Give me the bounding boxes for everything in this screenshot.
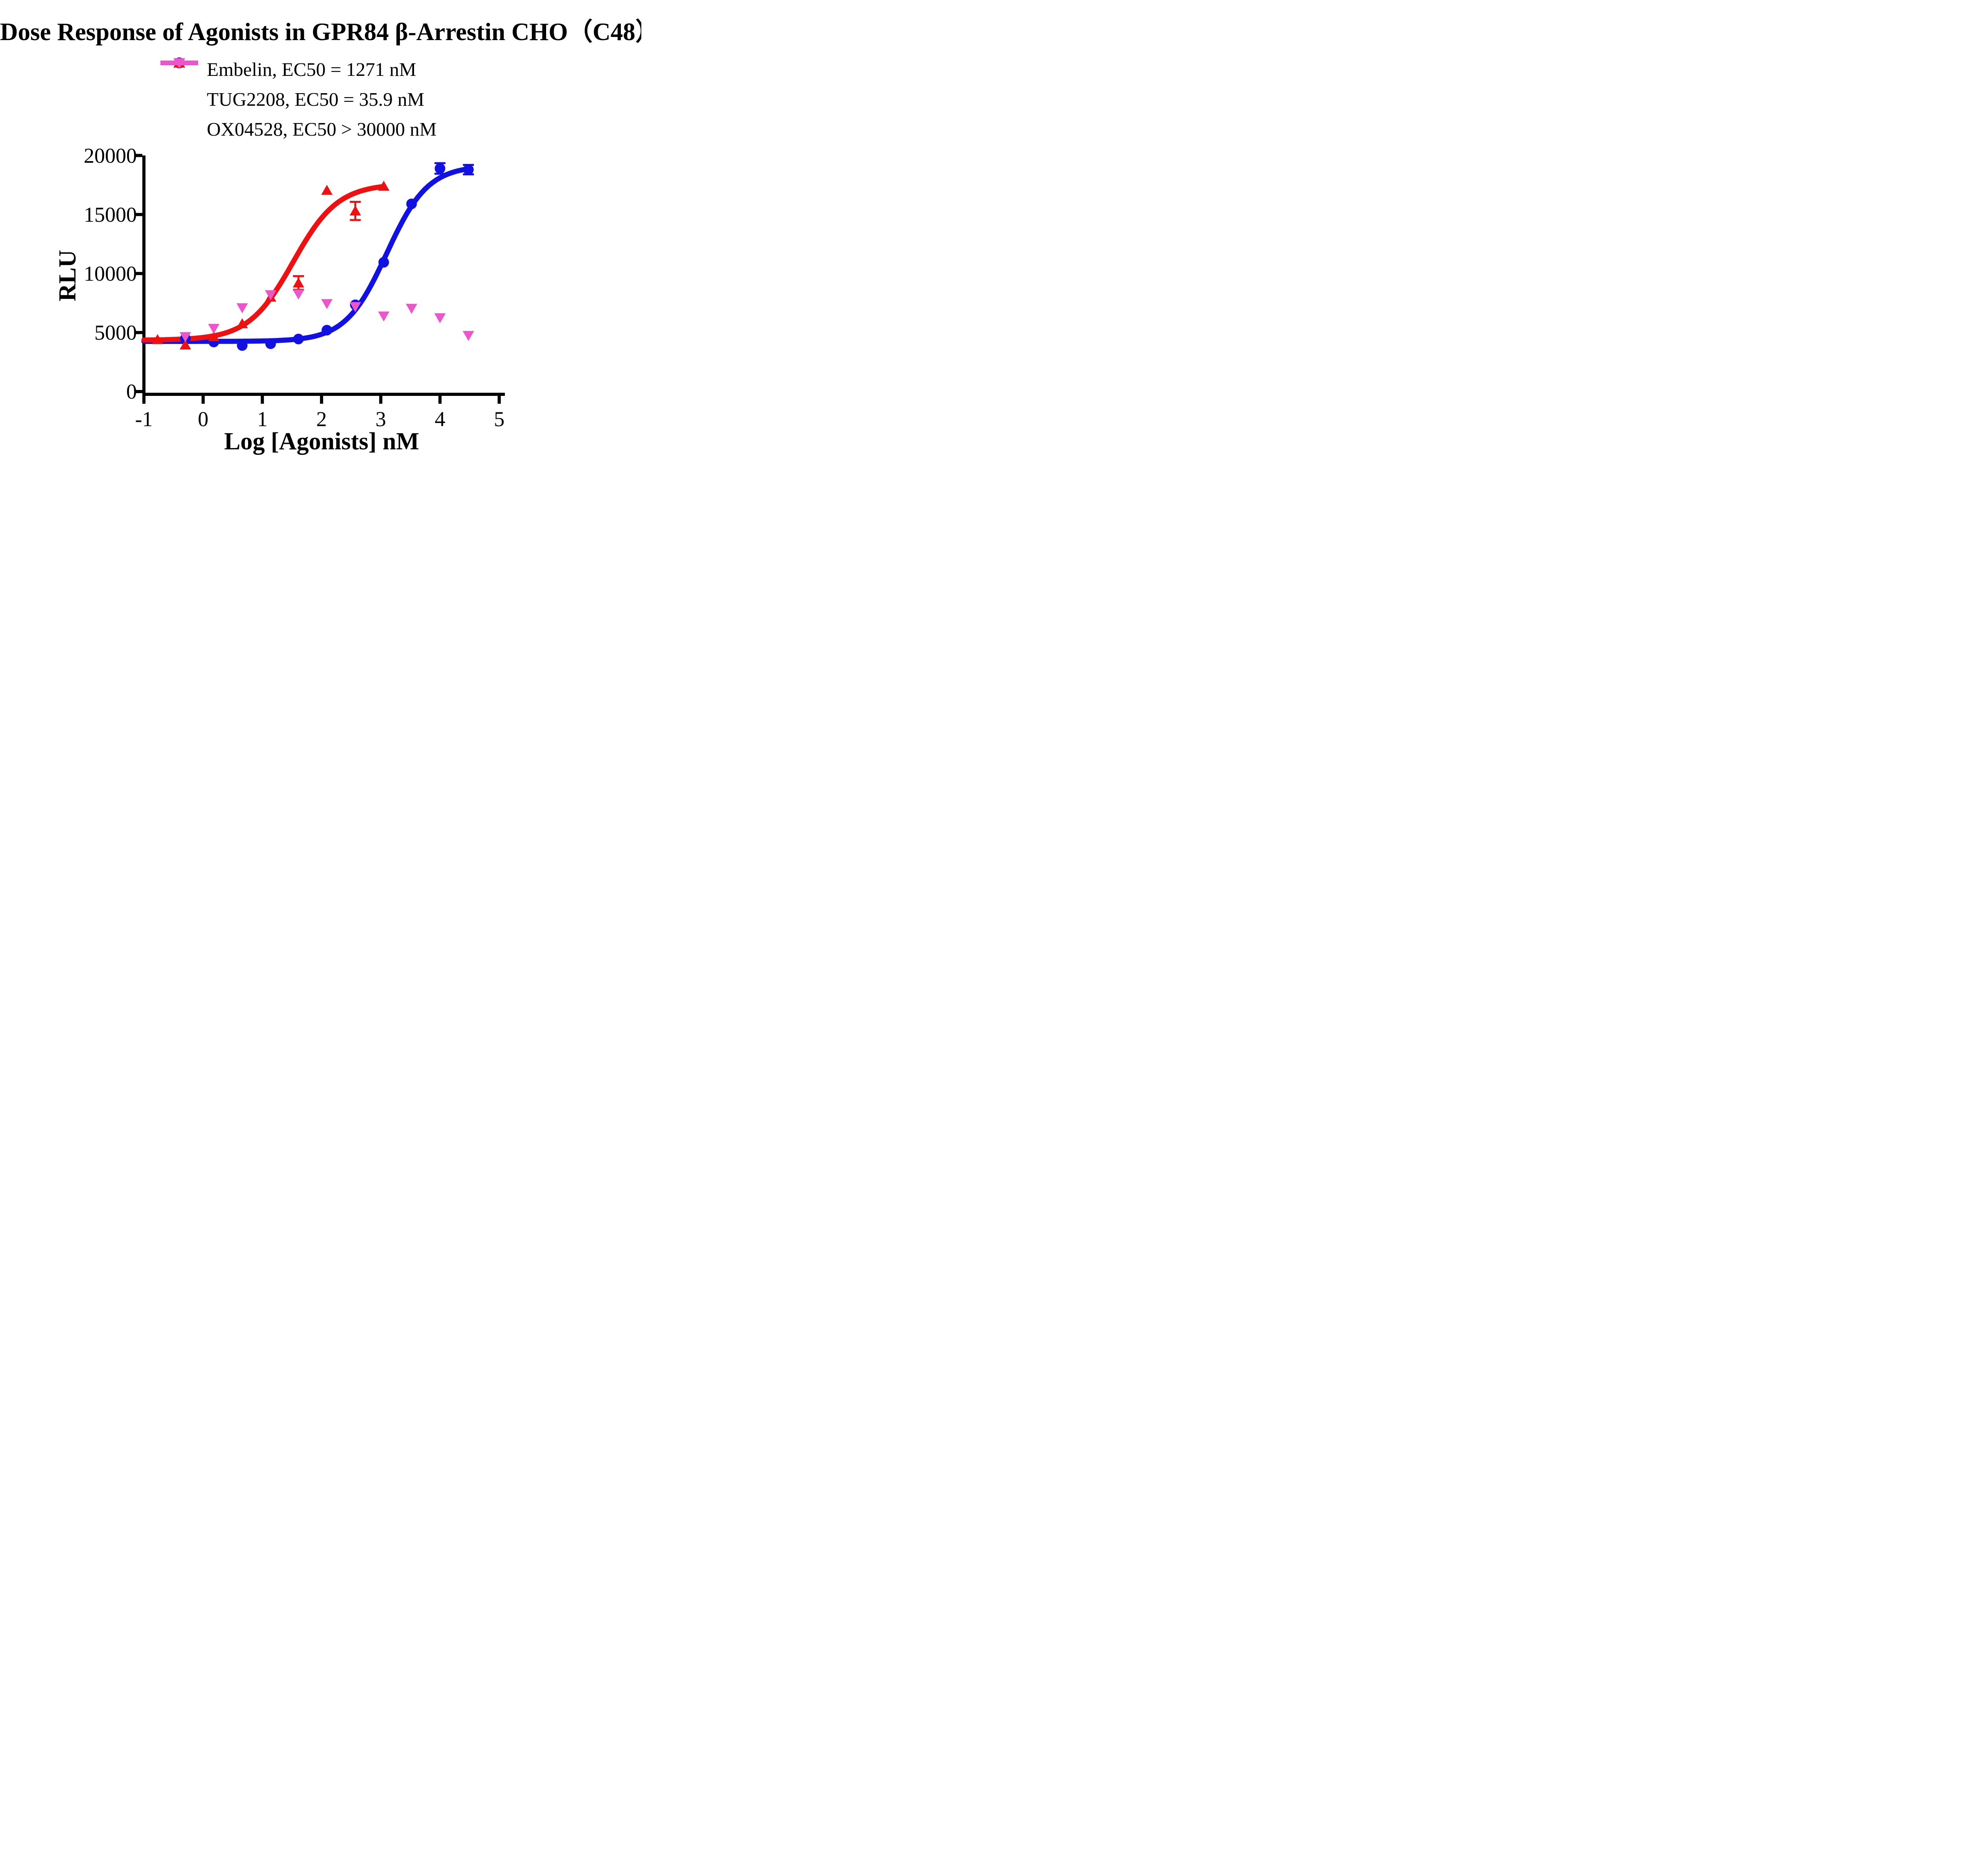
embelin-point: [293, 333, 304, 344]
x-tick-label: 4: [434, 407, 445, 431]
x-tick-label: 2: [316, 407, 327, 431]
legend-item-tug2208: TUG2208, EC50 = 35.9 nM: [160, 57, 436, 114]
ox04528-point: [321, 299, 333, 309]
embelin-point: [321, 325, 332, 336]
legend-item-ox04528: OX04528, EC50 > 30000 nM: [160, 58, 437, 144]
y-tick-label: 0: [126, 380, 137, 403]
embelin-point: [406, 199, 417, 210]
tug2208-point: [321, 185, 333, 195]
tug2208-point: [378, 180, 390, 191]
x-tick-label: 0: [198, 407, 209, 431]
tug2208-point: [236, 318, 248, 328]
y-tick-label: 10000: [84, 261, 137, 285]
embelin-point: [237, 340, 248, 351]
embelin-point: [265, 338, 276, 349]
x-tick-label: 1: [257, 407, 268, 431]
legend: Embelin, EC50 = 1271 nM TUG2208, EC50 = …: [160, 54, 436, 144]
ox04528-point: [378, 311, 390, 322]
dose-response-chart: Dose Response of Agonists in GPR84 β-Arr…: [0, 0, 641, 469]
y-tick-label: 5000: [94, 320, 137, 344]
ox04528-point: [350, 302, 361, 312]
ox04528-point: [265, 290, 276, 300]
ox04528-point: [293, 289, 304, 300]
embelin-point: [378, 257, 389, 268]
x-axis-title: Log [Agonists] nM: [224, 428, 420, 455]
plot-area: [135, 154, 505, 404]
embelin-curve: [141, 166, 471, 344]
tug2208-point: [179, 339, 191, 349]
ox04528-point: [462, 331, 474, 341]
tug2208-point: [293, 277, 304, 288]
ox04528-point: [179, 332, 191, 342]
ox04528-point: [406, 303, 418, 314]
y-tick-label: 15000: [84, 202, 137, 226]
ox04528-legend-glyph: [160, 58, 198, 69]
embelin-point: [434, 163, 445, 174]
x-tick-label: 3: [375, 407, 386, 431]
legend-label-tug2208: TUG2208, EC50 = 35.9 nM: [207, 88, 425, 110]
tug2208-point: [208, 331, 220, 341]
legend-label-ox04528: OX04528, EC50 > 30000 nM: [207, 118, 437, 140]
y-tick-label: 20000: [84, 143, 137, 167]
x-tick-label: 5: [494, 407, 505, 431]
tug2208-point: [152, 334, 164, 344]
x-tick-label: -1: [135, 407, 153, 431]
chart-title: Dose Response of Agonists in GPR84 β-Arr…: [0, 18, 641, 46]
embelin-point: [463, 164, 474, 175]
ox04528-point: [434, 313, 446, 324]
tug2208-point: [350, 205, 361, 216]
legend-label-embelin: Embelin, EC50 = 1271 nM: [207, 58, 416, 80]
ox04528-point: [208, 324, 220, 334]
ox04528-legend-marker-icon: [160, 58, 198, 138]
ox04528-point: [236, 303, 248, 313]
